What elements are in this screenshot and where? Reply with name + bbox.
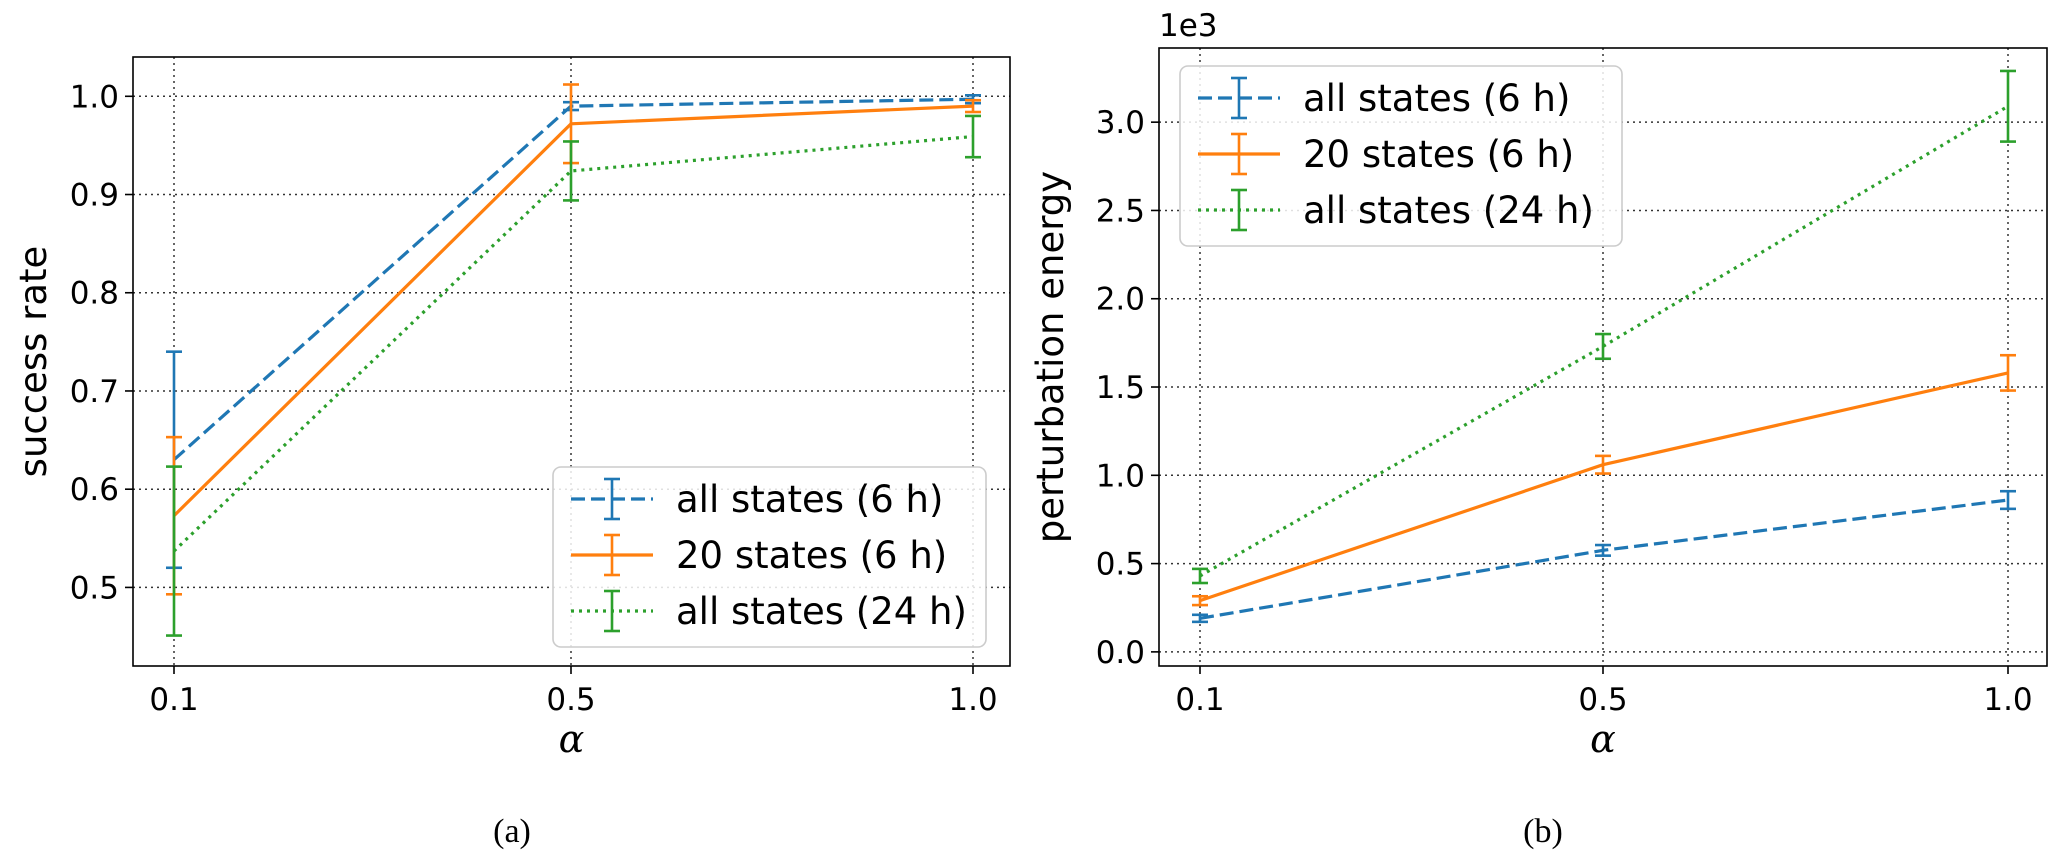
y-tick-label: 2.5 [1096,193,1145,229]
legend-label: 20 states (6 h) [1303,133,1574,176]
series-all-states-24-h- [166,114,981,637]
y-tick-label: 1.5 [1096,370,1145,406]
x-tick-label: 1.0 [1983,682,2032,718]
y-tick-label: 0.5 [1096,547,1145,583]
axis-offset-text: 1e3 [1159,8,1218,44]
y-tick-label: 0.0 [1096,635,1145,671]
legend-label: all states (24 h) [1303,189,1594,232]
x-axis-label: α [1590,717,1616,761]
legend-box [1179,65,1623,247]
x-tick-label: 0.5 [546,682,595,718]
legend-box [552,466,987,648]
legend-label: all states (24 h) [676,590,967,633]
series-line [172,104,974,517]
series-all-states-24-h- [1192,69,2016,585]
y-tick-label: 1.0 [70,79,119,115]
y-tick-label: 0.7 [70,374,119,410]
chart-panel-b: 0.0 0.5 1.0 1.5 2.0 2.5 3.0 0.1 0.5 1.0 α perturbat… [1029,8,2048,850]
series-line [1199,104,2009,578]
y-tick-label: 0.8 [70,276,119,312]
legend-label: all states (6 h) [676,478,943,521]
y-tick-label: 0.9 [70,178,119,214]
series-line [172,97,974,461]
series-20-states-6-h- [1192,353,2016,607]
panel-caption: (b) [1523,813,1563,850]
x-tick-label: 0.1 [1175,682,1224,718]
y-axis-label: perturbation energy [1029,171,1072,543]
y-axis-label: success rate [12,246,55,478]
series-line [172,134,974,553]
y-tick-label: 2.0 [1096,282,1145,318]
x-axis-label: α [559,717,585,761]
chart-panel-a: 0.5 0.6 0.7 0.8 0.9 1.0 0.1 0.5 1.0 α success rate… [12,56,1011,850]
x-tick-label: 0.1 [149,682,198,718]
y-tick-label: 0.6 [70,472,119,508]
panel-caption: (a) [493,813,531,850]
series-all-states-6-h- [1192,489,2016,624]
legend: all states (6 h) 20 states (6 h) all state… [552,466,987,648]
x-tick-label: 0.5 [1578,682,1627,718]
legend-label: all states (6 h) [1303,77,1570,120]
y-tick-label: 3.0 [1096,105,1145,141]
legend-label: 20 states (6 h) [676,534,947,577]
y-tick-label: 0.5 [70,570,119,606]
legend: all states (6 h) 20 states (6 h) all state… [1179,65,1623,247]
x-tick-label: 1.0 [948,682,997,718]
y-tick-label: 1.0 [1096,458,1145,494]
series-line [1199,371,2009,603]
